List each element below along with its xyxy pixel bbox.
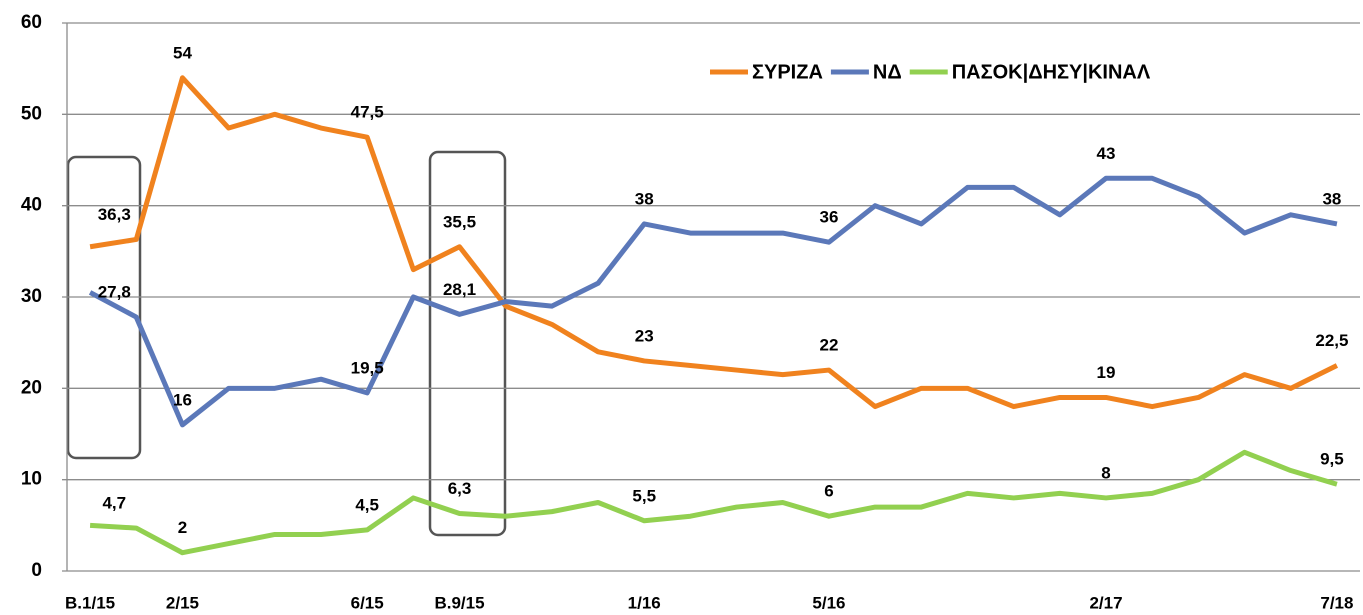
y-tick-label: 10 bbox=[21, 469, 42, 490]
data-label: 43 bbox=[1097, 144, 1116, 163]
data-label: 36 bbox=[819, 208, 838, 227]
highlight-box bbox=[428, 150, 507, 537]
data-label: 9,5 bbox=[1320, 450, 1344, 469]
series-line bbox=[89, 75, 1339, 410]
data-label: 16 bbox=[173, 390, 192, 409]
highlight-box bbox=[66, 155, 142, 460]
data-label: 27,8 bbox=[98, 283, 131, 302]
series-line bbox=[89, 449, 1338, 556]
y-tick-label: 20 bbox=[21, 377, 42, 398]
x-tick-label: 5/16 bbox=[812, 593, 845, 612]
x-tick-label: 7/18 bbox=[1320, 593, 1353, 612]
x-tick-label: 2/17 bbox=[1089, 593, 1122, 612]
data-label: 38 bbox=[1322, 189, 1341, 208]
x-tick-label: 1/16 bbox=[628, 593, 661, 612]
data-label: 6 bbox=[824, 482, 833, 501]
data-label: 47,5 bbox=[351, 103, 384, 122]
data-label: 2 bbox=[178, 518, 187, 537]
x-tick-label: B.1/15 bbox=[65, 593, 115, 612]
data-label: 38 bbox=[635, 189, 654, 208]
data-label: 19 bbox=[1097, 363, 1116, 382]
data-label: 23 bbox=[635, 326, 654, 345]
x-tick-label: 2/15 bbox=[166, 593, 199, 612]
data-label: 54 bbox=[173, 43, 192, 62]
data-label: 28,1 bbox=[443, 280, 476, 299]
data-label: 6,3 bbox=[448, 479, 472, 498]
data-label: 36,3 bbox=[98, 205, 131, 224]
series-line bbox=[88, 175, 1338, 428]
x-tick-label: 6/15 bbox=[351, 593, 384, 612]
legend-label: ΝΔ bbox=[873, 61, 902, 83]
data-label: 22 bbox=[819, 336, 838, 355]
data-label: 4,5 bbox=[355, 495, 379, 514]
y-tick-label: 30 bbox=[21, 286, 42, 307]
data-label: 22,5 bbox=[1315, 331, 1348, 350]
data-label: 19,5 bbox=[351, 358, 384, 377]
legend-label: ΣΥΡΙΖΑ bbox=[752, 61, 823, 83]
x-tick-label: B.9/15 bbox=[434, 593, 484, 612]
y-tick-label: 50 bbox=[21, 103, 42, 124]
y-tick-label: 40 bbox=[21, 195, 42, 216]
data-label: 35,5 bbox=[443, 212, 476, 231]
data-label: 4,7 bbox=[102, 494, 126, 513]
y-tick-label: 0 bbox=[31, 560, 42, 581]
y-tick-label: 60 bbox=[21, 12, 42, 33]
data-label: 5,5 bbox=[632, 486, 656, 505]
data-label: 8 bbox=[1101, 463, 1110, 482]
legend-label: ΠΑΣΟΚ|ΔΗΣΥ|ΚΙΝΑΛ bbox=[952, 61, 1151, 83]
